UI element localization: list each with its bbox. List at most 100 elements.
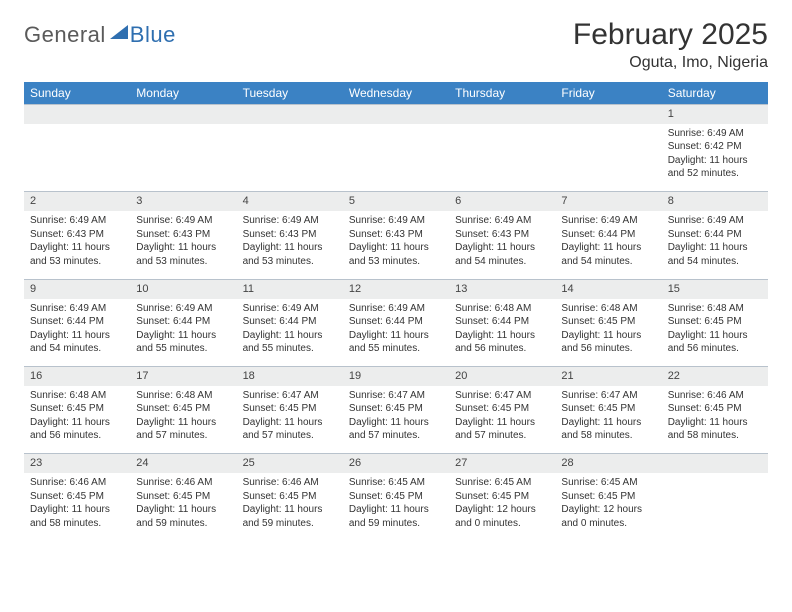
sunrise-text: Sunrise: 6:49 AM [668,214,762,228]
day-cell: Sunrise: 6:47 AMSunset: 6:45 PMDaylight:… [555,386,661,454]
sunrise-text: Sunrise: 6:46 AM [243,476,337,490]
daylight-text: Daylight: 11 hours and 58 minutes. [668,416,762,443]
sunset-text: Sunset: 6:45 PM [455,490,549,504]
day-cell: Sunrise: 6:48 AMSunset: 6:45 PMDaylight:… [24,386,130,454]
logo-text-general: General [24,22,106,48]
day-cell [449,124,555,192]
daylight-text: Daylight: 11 hours and 53 minutes. [136,241,230,268]
day-cell: Sunrise: 6:46 AMSunset: 6:45 PMDaylight:… [662,386,768,454]
day-body-row: Sunrise: 6:49 AMSunset: 6:44 PMDaylight:… [24,299,768,367]
day-number: 25 [237,454,343,473]
calendar-page: General Blue February 2025 Oguta, Imo, N… [0,0,792,551]
sunset-text: Sunset: 6:45 PM [668,402,762,416]
day-cell: Sunrise: 6:49 AMSunset: 6:44 PMDaylight:… [237,299,343,367]
day-cell: Sunrise: 6:49 AMSunset: 6:44 PMDaylight:… [24,299,130,367]
sunrise-text: Sunrise: 6:49 AM [30,214,124,228]
day-cell: Sunrise: 6:47 AMSunset: 6:45 PMDaylight:… [343,386,449,454]
sunset-text: Sunset: 6:43 PM [243,228,337,242]
calendar-table: Sunday Monday Tuesday Wednesday Thursday… [24,82,768,541]
day-number: 24 [130,454,236,473]
day-number: 20 [449,367,555,386]
day-cell: Sunrise: 6:49 AMSunset: 6:43 PMDaylight:… [237,211,343,279]
day-number: 7 [555,192,661,211]
sunrise-text: Sunrise: 6:49 AM [243,214,337,228]
sunrise-text: Sunrise: 6:46 AM [668,389,762,403]
day-body-row: Sunrise: 6:49 AMSunset: 6:42 PMDaylight:… [24,124,768,192]
daylight-text: Daylight: 11 hours and 57 minutes. [243,416,337,443]
day-number: 13 [449,279,555,298]
month-title: February 2025 [573,18,768,52]
day-number: 8 [662,192,768,211]
day-cell: Sunrise: 6:49 AMSunset: 6:44 PMDaylight:… [130,299,236,367]
sunset-text: Sunset: 6:45 PM [561,490,655,504]
weekday-sunday: Sunday [24,82,130,105]
day-cell: Sunrise: 6:45 AMSunset: 6:45 PMDaylight:… [343,473,449,541]
weekday-thursday: Thursday [449,82,555,105]
day-number: 15 [662,279,768,298]
day-number: 6 [449,192,555,211]
sunrise-text: Sunrise: 6:47 AM [349,389,443,403]
day-number: 21 [555,367,661,386]
daylight-text: Daylight: 11 hours and 57 minutes. [455,416,549,443]
day-number [237,105,343,124]
daylight-text: Daylight: 11 hours and 59 minutes. [136,503,230,530]
daylight-text: Daylight: 11 hours and 59 minutes. [243,503,337,530]
calendar-body: 1Sunrise: 6:49 AMSunset: 6:42 PMDaylight… [24,105,768,542]
sunrise-text: Sunrise: 6:49 AM [136,214,230,228]
day-cell: Sunrise: 6:49 AMSunset: 6:44 PMDaylight:… [662,211,768,279]
daylight-text: Daylight: 11 hours and 55 minutes. [243,329,337,356]
day-cell: Sunrise: 6:48 AMSunset: 6:44 PMDaylight:… [449,299,555,367]
daynum-row: 1 [24,105,768,124]
weekday-header-row: Sunday Monday Tuesday Wednesday Thursday… [24,82,768,105]
day-number: 4 [237,192,343,211]
day-number: 12 [343,279,449,298]
day-number: 9 [24,279,130,298]
day-body-row: Sunrise: 6:49 AMSunset: 6:43 PMDaylight:… [24,211,768,279]
day-number: 3 [130,192,236,211]
sunset-text: Sunset: 6:45 PM [561,315,655,329]
daylight-text: Daylight: 11 hours and 54 minutes. [668,241,762,268]
sunrise-text: Sunrise: 6:48 AM [30,389,124,403]
sunset-text: Sunset: 6:44 PM [243,315,337,329]
day-number: 27 [449,454,555,473]
sunset-text: Sunset: 6:45 PM [30,490,124,504]
sunrise-text: Sunrise: 6:49 AM [30,302,124,316]
sunset-text: Sunset: 6:44 PM [668,228,762,242]
logo-triangle-icon [110,25,128,39]
sunset-text: Sunset: 6:45 PM [136,490,230,504]
sunset-text: Sunset: 6:44 PM [455,315,549,329]
daylight-text: Daylight: 11 hours and 56 minutes. [561,329,655,356]
day-cell: Sunrise: 6:48 AMSunset: 6:45 PMDaylight:… [130,386,236,454]
day-cell: Sunrise: 6:47 AMSunset: 6:45 PMDaylight:… [237,386,343,454]
day-cell [343,124,449,192]
weekday-tuesday: Tuesday [237,82,343,105]
daylight-text: Daylight: 11 hours and 56 minutes. [668,329,762,356]
day-cell: Sunrise: 6:48 AMSunset: 6:45 PMDaylight:… [555,299,661,367]
day-cell: Sunrise: 6:49 AMSunset: 6:44 PMDaylight:… [555,211,661,279]
day-body-row: Sunrise: 6:48 AMSunset: 6:45 PMDaylight:… [24,386,768,454]
sunrise-text: Sunrise: 6:48 AM [455,302,549,316]
day-cell: Sunrise: 6:49 AMSunset: 6:42 PMDaylight:… [662,124,768,192]
sunrise-text: Sunrise: 6:47 AM [455,389,549,403]
day-number [130,105,236,124]
sunrise-text: Sunrise: 6:45 AM [455,476,549,490]
sunrise-text: Sunrise: 6:48 AM [561,302,655,316]
sunset-text: Sunset: 6:45 PM [136,402,230,416]
daylight-text: Daylight: 11 hours and 57 minutes. [349,416,443,443]
daylight-text: Daylight: 11 hours and 53 minutes. [30,241,124,268]
day-cell: Sunrise: 6:46 AMSunset: 6:45 PMDaylight:… [24,473,130,541]
sunrise-text: Sunrise: 6:49 AM [349,302,443,316]
sunset-text: Sunset: 6:44 PM [561,228,655,242]
sunrise-text: Sunrise: 6:49 AM [349,214,443,228]
day-number [24,105,130,124]
day-cell: Sunrise: 6:46 AMSunset: 6:45 PMDaylight:… [237,473,343,541]
day-number [555,105,661,124]
sunset-text: Sunset: 6:43 PM [349,228,443,242]
day-number [662,454,768,473]
page-header: General Blue February 2025 Oguta, Imo, N… [24,18,768,72]
day-cell: Sunrise: 6:49 AMSunset: 6:43 PMDaylight:… [343,211,449,279]
sunrise-text: Sunrise: 6:46 AM [136,476,230,490]
daylight-text: Daylight: 11 hours and 55 minutes. [136,329,230,356]
day-number: 18 [237,367,343,386]
weekday-friday: Friday [555,82,661,105]
